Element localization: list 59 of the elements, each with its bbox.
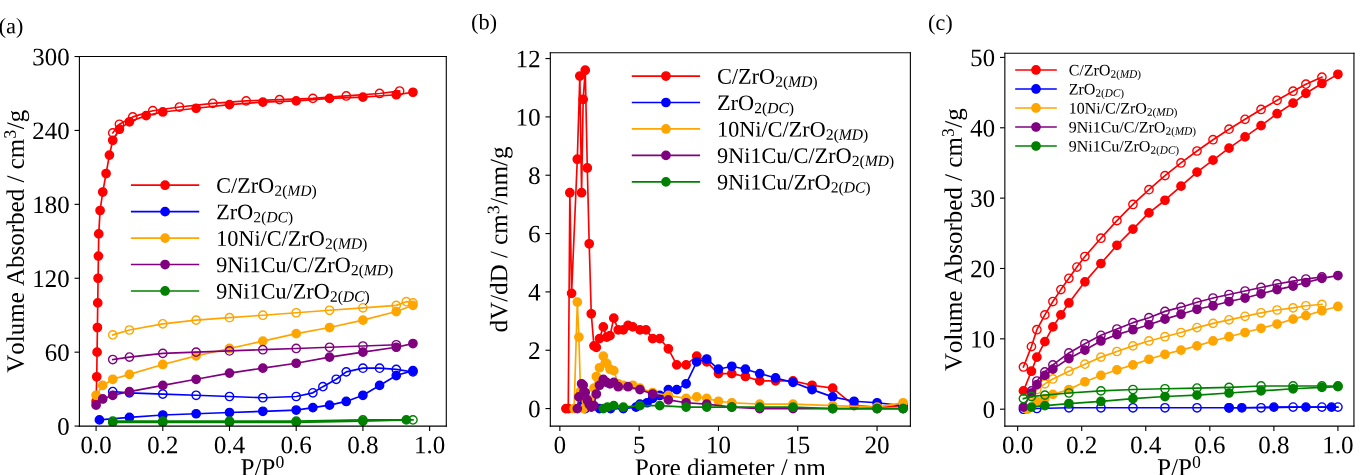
x-tick-label: 0.0 (1002, 436, 1033, 454)
x-tick-label: 0.4 (214, 436, 245, 454)
legend-label: 9Ni1Cu/ZrO$_{2(DC)}$ (216, 283, 369, 305)
legend-label: ZrO$_{2(DC)}$ (718, 95, 794, 117)
legend-label: 10Ni/C/ZrO$_{2(MD)}$ (218, 230, 367, 253)
y-tick-label: 40 (970, 119, 995, 137)
legend-label: C/ZrO$_{2(MD)}$ (217, 178, 317, 200)
y-axis-title: Volume Absorbed / cm$^{3}$/g (4, 110, 30, 373)
y-tick-label: 0 (58, 418, 69, 435)
x-tick-label: 20 (865, 436, 889, 454)
y-tick-label: 30 (971, 190, 995, 208)
x-tick-label: 1.0 (416, 436, 445, 454)
legend-label: 9Ni1Cu/C/ZrO$_{2(MD)}$ (216, 257, 393, 279)
x-axis-title: P/P$^{0}$ (1157, 456, 1201, 475)
y-tick-label: 8 (529, 167, 540, 185)
legend-label: C/ZrO$_{2(MD)}$ (717, 68, 817, 91)
legend-label: 10Ni/C/ZrO$_{2(MD)}$ (1070, 102, 1177, 119)
y-tick-label: 10 (517, 108, 540, 126)
y-tick-label: 4 (528, 284, 541, 301)
y-tick-label: 50 (971, 49, 995, 67)
legend-label: C/ZrO$_{2(MD)}$ (1069, 64, 1141, 81)
x-tick-label: 15 (787, 436, 810, 454)
legend-label: 10Ni/C/ZrO$_{2(MD)}$ (719, 121, 868, 143)
x-tick-label: 0.2 (148, 436, 178, 454)
legend-label: 9Ni1Cu/C/ZrO$_{2(MD)}$ (1069, 121, 1196, 138)
x-tick-label: 0.8 (348, 436, 378, 454)
y-tick-label: 240 (33, 122, 69, 140)
y-axis-title: Volume Absorbed / cm$^{3}$/g (942, 108, 968, 371)
chart-title: (b) (472, 13, 497, 35)
y-tick-label: 12 (517, 50, 540, 68)
y-tick-label: 10 (972, 330, 995, 348)
y-tick-label: 60 (45, 344, 69, 362)
y-tick-label: 2 (529, 342, 540, 359)
y-tick-label: 20 (971, 260, 995, 278)
x-tick-label: 0.4 (1131, 436, 1161, 454)
y-tick-label: 0 (983, 401, 995, 419)
x-tick-label: 0 (554, 436, 566, 454)
y-tick-label: 300 (33, 48, 69, 66)
chart-title: (a) (0, 17, 23, 39)
y-tick-label: 180 (34, 196, 69, 214)
x-tick-label: 0.6 (1195, 436, 1225, 454)
y-axis-title: dV/dD / cm$^{3}$/nm/g (487, 146, 513, 332)
x-tick-label: 5 (634, 436, 645, 454)
x-tick-label: 0.2 (1067, 436, 1096, 454)
x-axis-title: P/P$^{0}$ (241, 456, 284, 475)
x-tick-label: 0.0 (81, 436, 111, 454)
x-tick-label: 1.0 (1324, 436, 1353, 454)
x-tick-label: 0.6 (281, 436, 312, 454)
x-tick-label: 0.8 (1259, 436, 1289, 454)
legend-label: ZrO$_{2(DC)}$ (217, 204, 293, 226)
x-tick-label: 10 (708, 436, 731, 454)
y-tick-label: 6 (529, 225, 540, 243)
legend-label: ZrO$_{2(DC)}$ (1069, 83, 1124, 100)
y-tick-label: 0 (529, 400, 540, 418)
legend-label: 9Ni1Cu/C/ZrO$_{2(MD)}$ (717, 148, 894, 170)
legend-label: 9Ni1Cu/ZrO$_{2(DC)}$ (717, 174, 870, 196)
legend-label: 9Ni1Cu/ZrO$_{2(DC)}$ (1069, 140, 1179, 157)
y-tick-label: 120 (34, 270, 69, 288)
chart-title: (c) (929, 14, 952, 35)
